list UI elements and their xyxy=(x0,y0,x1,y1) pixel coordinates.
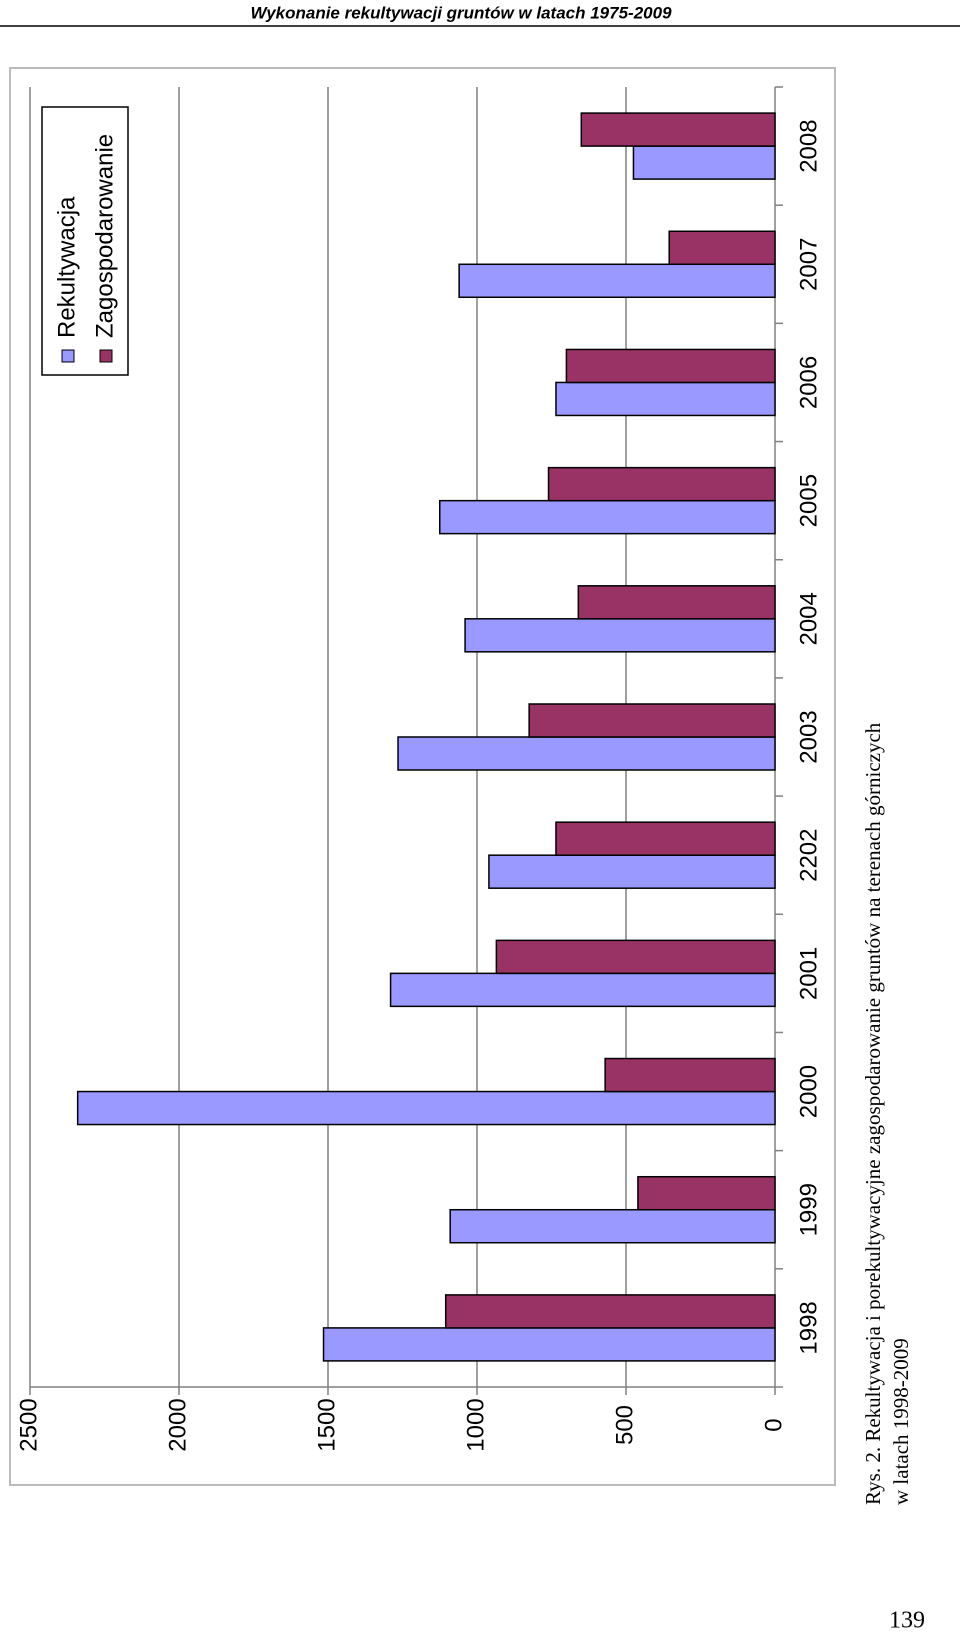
legend-swatch xyxy=(61,349,75,363)
category-label: 2003 xyxy=(795,710,822,763)
value-tick-label: 1500 xyxy=(313,1398,340,1451)
page-header: Wykonanie rekultywacji gruntów w latach … xyxy=(250,3,672,22)
bar xyxy=(495,939,776,975)
bar xyxy=(555,821,776,856)
category-label: 2006 xyxy=(795,356,822,409)
bar xyxy=(637,1175,776,1211)
bar xyxy=(444,1294,776,1329)
category-label: 2005 xyxy=(795,474,822,527)
value-tick-label: 500 xyxy=(611,1405,638,1445)
category-label: 1998 xyxy=(795,1301,822,1354)
bar xyxy=(565,348,776,384)
category-label: 2008 xyxy=(795,119,822,172)
category-label: 2000 xyxy=(795,1065,822,1118)
value-tick-label: 2500 xyxy=(15,1398,42,1451)
value-tick-label: 1000 xyxy=(462,1398,489,1451)
bar xyxy=(322,1327,776,1362)
bar xyxy=(577,585,776,620)
legend-swatch xyxy=(99,349,113,363)
caption-line: Rys. 2. Rekultywacja i porekultywacyjne … xyxy=(861,722,885,1505)
bar xyxy=(580,112,776,147)
bar xyxy=(458,263,776,299)
bar xyxy=(439,499,776,535)
category-label: 1999 xyxy=(795,1183,822,1236)
chart: 0 500 1000 1500 2000 2500 1998 1999 2000 2001 2202… xyxy=(15,86,822,1452)
bar xyxy=(528,703,776,738)
category-label: 2001 xyxy=(795,947,822,1000)
bar xyxy=(632,145,776,180)
caption-line: w latach 1998-2009 xyxy=(889,1338,913,1505)
bar xyxy=(604,1057,776,1093)
legend-box xyxy=(41,106,129,376)
bar xyxy=(464,618,776,653)
bar xyxy=(555,381,776,417)
legend-label: Zagospodarowanie xyxy=(91,134,118,338)
value-tick-label: 0 xyxy=(760,1418,787,1431)
chart-frame xyxy=(9,67,836,1486)
bar xyxy=(449,1208,776,1244)
bar xyxy=(397,736,776,771)
bar xyxy=(668,230,776,266)
category-label: 2202 xyxy=(795,828,822,881)
page-number: 139 xyxy=(889,1608,925,1634)
bar xyxy=(76,1090,776,1126)
legend-label: Rekultywacja xyxy=(53,196,80,338)
category-label: 2007 xyxy=(795,238,822,291)
bar xyxy=(389,972,776,1008)
value-tick-label: 2000 xyxy=(164,1398,191,1451)
bar xyxy=(547,466,776,502)
category-label: 2004 xyxy=(795,592,822,645)
bar xyxy=(488,854,776,889)
